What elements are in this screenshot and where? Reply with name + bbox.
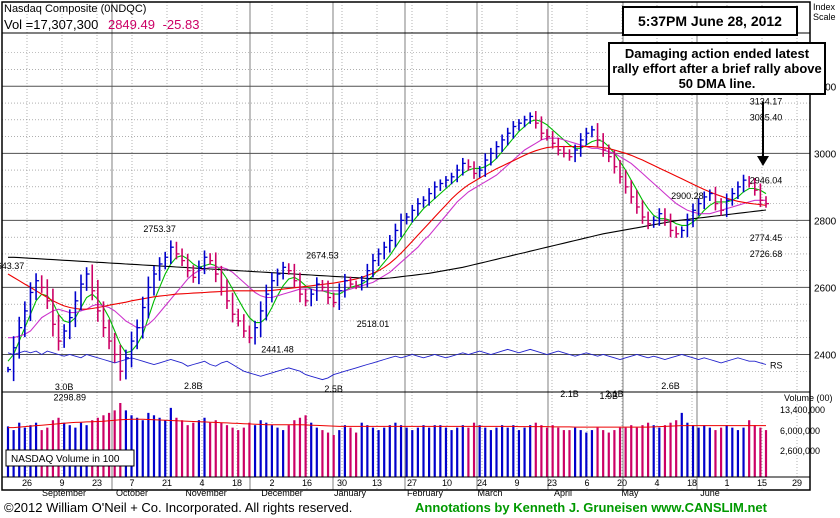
price-label: 2753.37 [143, 224, 176, 234]
volume-bars [6, 402, 768, 477]
comment-annotation: Damaging action ended latest rally effor… [608, 42, 826, 95]
x-day-label: 23 [547, 478, 557, 488]
series-line-ma21 [8, 137, 766, 339]
price-label: 2643.37 [0, 261, 24, 271]
volume-label: 2.1B [560, 389, 579, 399]
x-day-label: 21 [162, 478, 172, 488]
volume-legend-text: NASDAQ Volume in 100 [11, 454, 120, 465]
volume-legend-box [5, 449, 135, 467]
change-value: -25.83 [162, 17, 200, 32]
price-label: 3134.17 [750, 96, 783, 106]
rs-label: RS [770, 361, 783, 371]
x-month-label: October [116, 488, 148, 498]
x-day-label: 27 [407, 478, 417, 488]
x-month-label: December [261, 488, 303, 498]
x-day-label: 18 [232, 478, 242, 488]
copyright-text: ©2012 William O'Neil + Co. Incorporated.… [4, 500, 353, 515]
y-tick-label: 2400 [814, 350, 837, 361]
x-day-label: 9 [59, 478, 64, 488]
x-day-label: 6 [584, 478, 589, 488]
volume-tick-label: 2,600,000 [780, 446, 820, 456]
x-day-label: 15 [757, 478, 767, 488]
x-month-label: September [42, 488, 86, 498]
x-month-label: February [407, 488, 444, 498]
price-label: 2774.45 [750, 233, 783, 243]
y-tick-label: 2600 [814, 283, 837, 294]
x-day-label: 23 [92, 478, 102, 488]
price-label: 2900.28 [671, 191, 704, 201]
price-label: 2518.01 [357, 319, 390, 329]
x-month-label: June [700, 488, 720, 498]
series-line-ma10 [7, 119, 767, 362]
series-line-rs [7, 348, 767, 381]
x-day-label: 10 [442, 478, 452, 488]
y-tick-label: 3000 [814, 149, 837, 160]
price-bars [7, 111, 769, 382]
series-line-ma50 [7, 146, 767, 310]
index-symbol: (0NDQC) [100, 3, 147, 15]
x-day-label: 30 [337, 478, 347, 488]
volume-average-line [8, 418, 766, 429]
volume-label: 2.6B [661, 381, 680, 391]
x-day-label: 20 [617, 478, 627, 488]
x-month-label: March [477, 488, 502, 498]
x-day-label: 4 [199, 478, 204, 488]
index-name: Nasdaq Composite [4, 3, 98, 15]
x-day-label: 1 [724, 478, 729, 488]
x-day-label: 7 [129, 478, 134, 488]
annotation-credit: Annotations by Kenneth J. Gruneisen www.… [415, 500, 767, 515]
y-tick-label: 2800 [814, 216, 837, 227]
x-day-label: 13 [372, 478, 382, 488]
timestamp-annotation: 5:37PM June 28, 2012 [622, 6, 798, 36]
x-day-label: 16 [302, 478, 312, 488]
x-month-label: January [334, 488, 367, 498]
index-scale-label: Index Scale [813, 2, 836, 22]
volume-label: 1.9B [600, 391, 619, 401]
x-day-label: 9 [514, 478, 519, 488]
series-line-ma200 [8, 209, 767, 280]
x-month-label: November [185, 488, 227, 498]
volume-readout: Vol =17,307,300 2849.49 -25.83 [4, 17, 199, 32]
price-value: 2849.49 [107, 17, 155, 32]
price-label: 2298.89 [53, 392, 86, 402]
annotation-arrow-head [757, 156, 769, 166]
chart-border [1, 1, 811, 491]
price-label: 2674.53 [306, 250, 339, 260]
volume-tick-label: 13,400,000 [780, 405, 825, 415]
volume-tick-label: 6,000,000 [780, 426, 820, 436]
x-month-label: April [554, 488, 572, 498]
price-label: 2441.48 [261, 345, 294, 355]
volume-label: 3.0B [55, 382, 74, 392]
volume-label: 2.5B [324, 384, 343, 394]
x-day-label: 4 [654, 478, 659, 488]
price-label: 2726.68 [750, 249, 783, 259]
x-day-label: 24 [477, 478, 487, 488]
volume-label: 2.8B [184, 381, 203, 391]
x-day-label: 26 [22, 478, 32, 488]
price-label: 3085.40 [750, 113, 783, 123]
x-day-label: 29 [792, 478, 802, 488]
volume-title: Volume (00) [784, 393, 833, 403]
x-day-label: 18 [687, 478, 697, 488]
x-day-label: 2 [269, 478, 274, 488]
volume-label: 2.1B [605, 389, 624, 399]
x-month-label: May [621, 488, 639, 498]
chart-title: Nasdaq Composite (0NDQC) [4, 3, 146, 15]
moving-averages [7, 119, 767, 381]
vol-label: Vol =17,307,300 [4, 17, 99, 32]
price-label: 2946.04 [750, 175, 783, 185]
